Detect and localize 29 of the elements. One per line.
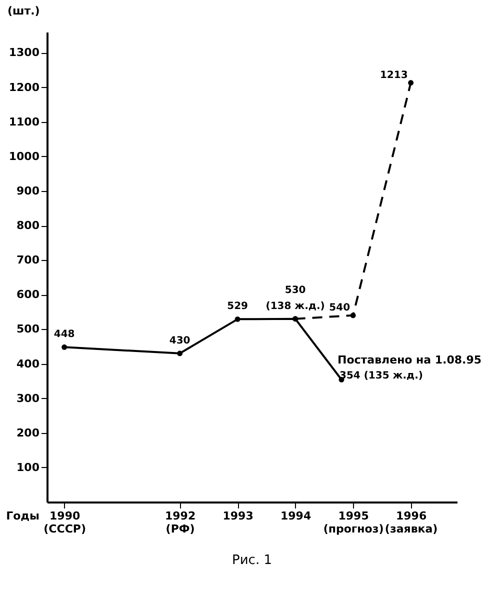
data-label: 530 (138 ж.д.) xyxy=(266,284,325,312)
x-tick-label: 1996 (заявка) xyxy=(384,510,438,536)
x-tick-label: 1990 (СССР) xyxy=(44,510,86,536)
y-tick-label: 400 xyxy=(16,357,40,370)
x-tick-label: 1995 (прогноз) xyxy=(323,510,384,536)
y-tick-label: 1100 xyxy=(8,115,40,128)
x-axis-title: Годы xyxy=(6,510,40,522)
x-tick-label: 1994 xyxy=(280,510,312,522)
y-tick-label: 300 xyxy=(16,392,40,405)
y-axis-title: (шт.) xyxy=(8,4,40,18)
data-label: 540 xyxy=(329,302,350,314)
y-tick-label: 1000 xyxy=(8,150,40,163)
data-label: 1213 xyxy=(380,70,408,81)
y-tick-label: 700 xyxy=(16,254,40,267)
y-tick-label: 600 xyxy=(16,288,40,302)
annotation: Поставлено на 1.08.95 xyxy=(338,354,482,367)
data-label: 529 xyxy=(227,301,248,312)
y-tick-label: 800 xyxy=(16,219,40,232)
x-tick-label: 1992 (РФ) xyxy=(165,510,196,536)
y-tick-label: 1200 xyxy=(8,80,40,94)
data-label: 448 xyxy=(54,329,75,340)
y-tick-label: 100 xyxy=(16,460,40,474)
y-tick-label: 200 xyxy=(16,426,40,440)
x-tick-label: 1993 xyxy=(222,510,254,522)
y-tick-label: 500 xyxy=(16,322,40,336)
text: Рис. 1 xyxy=(232,553,272,568)
y-tick-label: 900 xyxy=(16,184,40,198)
data-label: 430 xyxy=(169,335,190,346)
y-tick-label: 1300 xyxy=(8,46,40,60)
